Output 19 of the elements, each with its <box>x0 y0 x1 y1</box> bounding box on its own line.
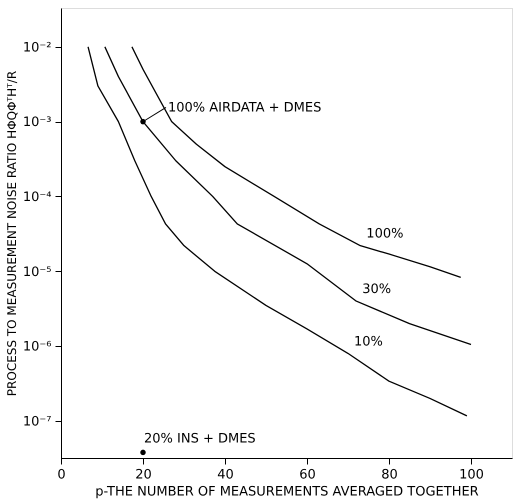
series-label: 30% <box>362 282 392 298</box>
annotation: 100% AIRDATA + DMES <box>168 100 322 116</box>
x-tick-label: 60 <box>299 468 316 482</box>
annotation: 20% INS + DMES <box>144 431 256 446</box>
x-tick-label: 80 <box>381 468 398 482</box>
x-tick-label: 20 <box>135 468 152 482</box>
x-tick-label: 40 <box>217 468 234 482</box>
y-tick-label: 10⁻⁶ <box>22 340 52 355</box>
series-label: 100% <box>366 226 404 242</box>
x-tick-label: 0 <box>57 468 66 482</box>
y-tick-label: 10⁻⁵ <box>22 264 52 280</box>
x-tick-label: 100 <box>459 468 484 482</box>
y-tick-label: 10⁻² <box>22 40 52 56</box>
y-tick-label: 10⁻³ <box>22 115 52 130</box>
y-axis-title: PROCESS TO MEASUREMENT NOISE RATIO HΦQΦᵀHᵀ/R <box>4 70 19 396</box>
x-axis-title: p-THE NUMBER OF MEASUREMENTS AVERAGED TOGETHER <box>95 484 479 500</box>
series-label: 10% <box>354 334 383 350</box>
y-tick-label: 10⁻⁴ <box>22 190 52 205</box>
y-tick-label: 10⁻⁷ <box>22 414 52 430</box>
